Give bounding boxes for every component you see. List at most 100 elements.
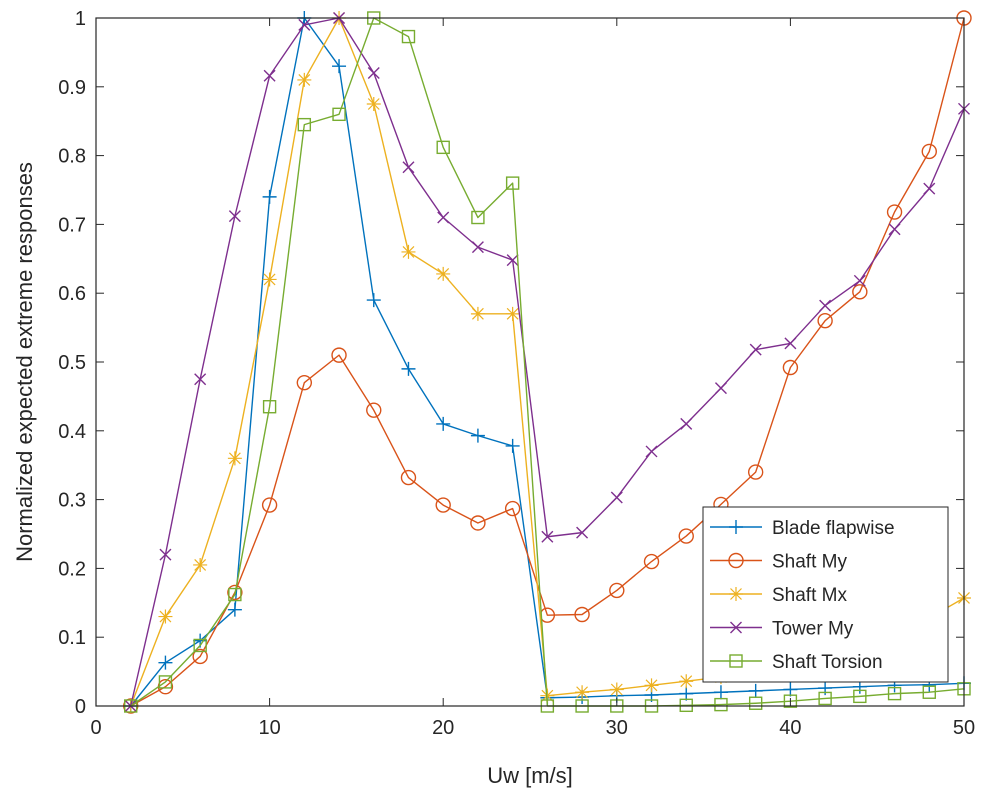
data-point-cross-marker (819, 299, 832, 312)
data-point-cross-marker (714, 382, 727, 395)
data-point-asterisk-marker (297, 72, 312, 87)
x-tick-label: 10 (258, 717, 280, 739)
data-point-circle-marker (435, 497, 451, 513)
data-point-asterisk-marker (262, 272, 277, 287)
data-point-plus-marker (729, 520, 743, 534)
data-point-cross-marker (506, 254, 519, 267)
y-tick-label: 0.1 (58, 627, 86, 649)
y-tick-label: 0.5 (58, 352, 86, 374)
data-point-square-marker (714, 697, 728, 712)
data-point-cross-marker (402, 161, 415, 174)
data-point-asterisk-marker (644, 678, 659, 693)
data-point-circle-marker (574, 606, 590, 623)
data-point-cross-marker (263, 69, 276, 82)
data-point-asterisk-marker (227, 451, 242, 466)
legend-item: Shaft My (710, 552, 847, 573)
y-tick-label: 1 (75, 8, 86, 30)
legend-label: Shaft Mx (772, 585, 847, 606)
x-tick-label: 0 (90, 717, 101, 739)
data-point-plus-marker (366, 293, 381, 308)
y-axis-title: Normalized expected extreme responses (12, 162, 37, 562)
data-point-circle-marker (886, 204, 903, 220)
data-point-square-marker (193, 638, 207, 653)
data-point-circle-marker (366, 402, 382, 418)
data-point-square-marker (228, 587, 242, 602)
legend-item: Shaft Mx (710, 585, 847, 606)
legend-label: Blade flapwise (772, 518, 895, 539)
data-point-square-marker (922, 685, 936, 699)
data-point-circle-marker (400, 469, 417, 486)
series-tower-my (124, 12, 970, 712)
legend: Blade flapwise Shaft My Shaft Mx Tower My Sh… (702, 506, 949, 683)
series-shaft-my (123, 10, 972, 714)
data-point-asterisk-marker (729, 587, 743, 601)
y-tick-label: 0.9 (58, 77, 86, 99)
data-point-square-marker (748, 696, 763, 710)
y-tick-label: 0.6 (58, 283, 86, 305)
data-point-cross-marker (730, 621, 742, 634)
data-point-square-marker (262, 400, 277, 414)
data-point-plus-marker (158, 655, 173, 670)
y-tick-label: 0.8 (58, 146, 86, 168)
data-point-square-marker (818, 691, 832, 706)
data-point-cross-marker (298, 18, 311, 31)
data-point-asterisk-marker (609, 682, 624, 697)
data-point-square-marker (436, 140, 450, 155)
data-point-plus-marker (713, 685, 728, 700)
data-point-square-marker (471, 210, 485, 225)
legend-item: Blade flapwise (710, 518, 895, 539)
data-point-circle-marker (192, 648, 208, 665)
data-point-plus-marker (470, 428, 485, 443)
data-point-cross-marker (228, 210, 241, 223)
data-point-asterisk-marker (366, 97, 381, 111)
data-point-square-marker (887, 686, 902, 701)
data-point-plus-marker (401, 361, 416, 376)
data-point-plus-marker (436, 416, 451, 431)
data-point-asterisk-marker (193, 557, 208, 572)
data-point-plus-marker (332, 59, 347, 74)
data-point-cross-marker (749, 343, 762, 356)
legend-item: Shaft Torsion (710, 652, 883, 673)
data-point-cross-marker (541, 530, 554, 543)
legend-items: Blade flapwise Shaft My Shaft Mx Tower My Sh… (710, 518, 895, 673)
data-point-square-marker (297, 117, 312, 132)
data-point-cross-marker (471, 241, 484, 254)
data-point-cross-marker (784, 337, 797, 350)
data-point-square-marker (783, 694, 798, 708)
data-point-plus-marker (748, 683, 763, 698)
data-point-square-marker (332, 107, 346, 122)
data-point-circle-marker (331, 347, 347, 363)
data-point-cross-marker (437, 211, 450, 224)
data-point-cross-marker (888, 223, 901, 236)
data-point-circle-marker (782, 359, 799, 376)
data-point-asterisk-marker (436, 266, 451, 281)
x-tick-label: 20 (432, 717, 454, 739)
data-point-plus-marker (505, 438, 520, 453)
x-tick-label: 50 (953, 717, 975, 739)
axis-ticks: 0 10 20 30 40 50 0 0.1 0.2 0.3 0.4 0.5 0.6 0.7 0.8 0.9 1 (58, 8, 975, 739)
data-point-square-marker (401, 29, 416, 44)
legend-item: Tower My (710, 619, 854, 640)
data-point-asterisk-marker (401, 244, 416, 259)
legend-label: Shaft Torsion (772, 652, 883, 673)
data-point-asterisk-marker (575, 685, 590, 700)
data-point-cross-marker (194, 373, 207, 386)
data-point-cross-marker (853, 274, 866, 287)
data-point-circle-marker (261, 497, 278, 513)
data-point-circle-marker (504, 500, 521, 517)
legend-label: Shaft My (772, 552, 847, 573)
data-point-circle-marker (852, 284, 868, 300)
data-point-asterisk-marker (158, 609, 173, 624)
data-point-cross-marker (923, 182, 936, 195)
data-point-cross-marker (576, 526, 589, 539)
data-point-asterisk-marker (470, 306, 485, 321)
data-point-circle-marker (470, 515, 486, 531)
data-point-circle-marker (296, 374, 313, 391)
data-point-square-marker (505, 176, 520, 190)
data-point-cross-marker (610, 491, 623, 504)
data-point-asterisk-marker (679, 674, 694, 689)
data-point-circle-marker (609, 582, 625, 599)
x-tick-label: 40 (779, 717, 801, 739)
data-point-square-marker (729, 654, 743, 668)
